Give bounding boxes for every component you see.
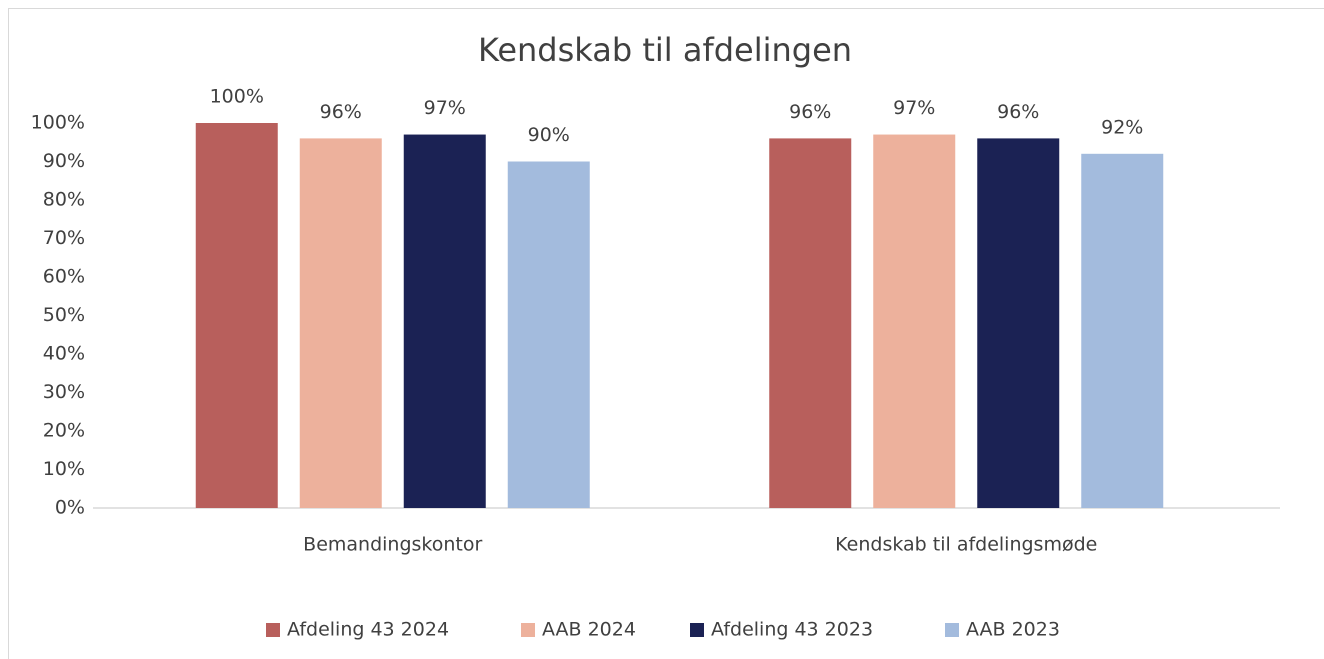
legend-swatch <box>690 623 704 637</box>
y-tick-label: 40% <box>43 343 85 365</box>
data-label: 92% <box>1101 116 1143 138</box>
data-label: 97% <box>893 97 935 119</box>
y-tick-label: 10% <box>43 458 85 480</box>
data-label: 90% <box>528 124 570 146</box>
legend-label: AAB 2023 <box>966 619 1060 641</box>
bar <box>977 138 1060 508</box>
x-tick-label: Bemandingskontor <box>303 534 482 556</box>
bar <box>403 134 486 509</box>
chart-border <box>8 8 1324 659</box>
legend-swatch <box>945 623 959 637</box>
data-label: 97% <box>424 97 466 119</box>
y-tick-label: 20% <box>43 420 85 442</box>
data-label: 96% <box>789 101 831 123</box>
y-tick-label: 80% <box>43 189 85 211</box>
y-tick-label: 90% <box>43 150 85 172</box>
bar <box>507 161 590 508</box>
bar <box>873 134 956 509</box>
legend-label: AAB 2024 <box>542 619 636 641</box>
y-tick-label: 0% <box>55 497 85 519</box>
y-tick-label: 30% <box>43 381 85 403</box>
legend-label: Afdeling 43 2024 <box>287 619 449 641</box>
bar <box>769 138 852 508</box>
bar <box>195 123 278 508</box>
y-tick-label: 50% <box>43 304 85 326</box>
bar <box>299 138 382 508</box>
bar <box>1081 153 1164 509</box>
legend-swatch <box>521 623 535 637</box>
data-label: 96% <box>320 101 362 123</box>
y-tick-label: 60% <box>43 266 85 288</box>
legend-label: Afdeling 43 2023 <box>711 619 873 641</box>
data-label: 96% <box>997 101 1039 123</box>
x-tick-label: Kendskab til afdelingsmøde <box>835 534 1097 556</box>
chart-title: Kendskab til afdelingen <box>478 31 852 69</box>
y-tick-label: 70% <box>43 227 85 249</box>
y-tick-label: 100% <box>31 112 85 134</box>
data-label: 100% <box>210 86 264 108</box>
legend-swatch <box>266 623 280 637</box>
